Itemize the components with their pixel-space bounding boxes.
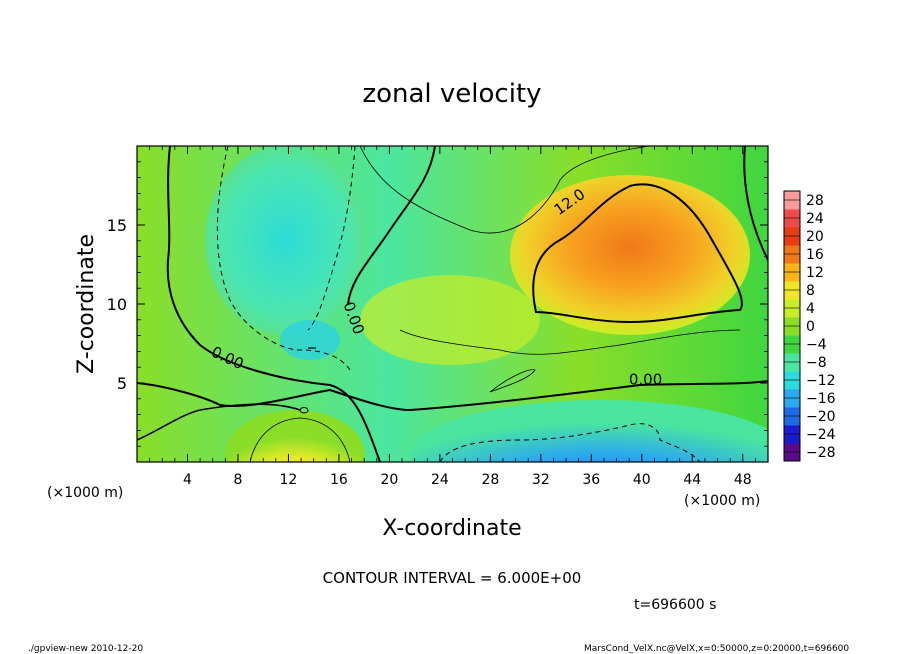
footer-right-text: MarsCond_VelX.nc@VelX,x=0:50000,z=0:2000… xyxy=(584,644,849,654)
colorbar-label: −16 xyxy=(806,391,836,407)
x-tick-label: 24 xyxy=(431,472,449,488)
contour-pos-6c xyxy=(489,369,536,393)
y-tick-label: 5 xyxy=(117,374,127,393)
colorbar-label: −24 xyxy=(806,427,836,443)
footer-left-text: ./gpview-new 2010-12-20 xyxy=(28,644,143,654)
contour-interval-text: CONTOUR INTERVAL = 6.000E+00 xyxy=(323,569,582,587)
colorbar-label: −28 xyxy=(806,445,836,461)
x-tick-label: 8 xyxy=(233,472,242,488)
x-tick-label: 48 xyxy=(734,472,752,488)
contour-zero-bottom-left xyxy=(137,403,301,441)
contour-zero-right xyxy=(743,146,768,261)
y-axis-label: Z-coordinate xyxy=(74,234,99,374)
colorbar-label: 16 xyxy=(806,247,824,263)
field-negative-bottom xyxy=(410,400,768,462)
colorbar-label: −4 xyxy=(806,337,827,353)
colorbar-label: −12 xyxy=(806,373,836,389)
contour-pos-6d xyxy=(249,417,351,462)
y-tick-label: 15 xyxy=(107,216,127,235)
x-units-label-left: (×1000 m) xyxy=(47,485,123,501)
colorbar: 28 24 20 16 12 8 4 0 −4 −8 −12 −16 −20 −24 −28 xyxy=(783,190,836,462)
x-tick-label: 28 xyxy=(481,472,499,488)
x-tick-label: 40 xyxy=(633,472,651,488)
contour-neg-bottom xyxy=(439,423,701,462)
contour-zero-lower xyxy=(137,380,768,412)
x-tick-label: 36 xyxy=(582,472,600,488)
colorbar-label: 28 xyxy=(806,193,824,209)
x-tick-label: 4 xyxy=(183,472,192,488)
x-tick-label: 44 xyxy=(683,472,701,488)
contour-pos-small-loop xyxy=(299,407,309,414)
x-tick-label: 32 xyxy=(532,472,550,488)
field-negative-core xyxy=(280,320,340,360)
contour-zero-center xyxy=(347,146,436,306)
contour-neg-upper xyxy=(307,146,356,331)
colorbar-label: −20 xyxy=(806,409,836,425)
colorbar-label: −8 xyxy=(806,355,827,371)
x-axis-label: X-coordinate xyxy=(382,516,521,541)
time-text: t=696600 s xyxy=(634,597,716,613)
x-units-label-right: (×1000 m) xyxy=(684,493,760,509)
colorbar-label: 0 xyxy=(806,319,815,335)
x-tick-label: 20 xyxy=(380,472,398,488)
colorbar-label: 8 xyxy=(806,283,815,299)
contour-pos-6a xyxy=(359,146,651,234)
colorbar-label: 12 xyxy=(806,265,824,281)
x-tick-label: 16 xyxy=(330,472,348,488)
contour-label: 0.00 xyxy=(629,371,662,389)
colorbar-label: 4 xyxy=(806,301,815,317)
field-positive-max-region xyxy=(510,175,750,335)
plot-area: 12.00.000.000.00 xyxy=(137,146,768,462)
field-positive-midfield xyxy=(360,275,540,365)
colorbar-label: 20 xyxy=(806,229,824,245)
colorbar-label: 24 xyxy=(806,211,824,227)
x-tick-label: 12 xyxy=(280,472,298,488)
contour-neg-left xyxy=(216,146,351,371)
field-positive-bottom xyxy=(225,410,365,462)
chart-title: zonal velocity xyxy=(362,79,541,109)
contour-pos-6b xyxy=(399,329,741,355)
contour-12 xyxy=(532,183,743,324)
field-negative-region-upper xyxy=(205,146,365,335)
y-tick-label: 10 xyxy=(107,295,127,314)
